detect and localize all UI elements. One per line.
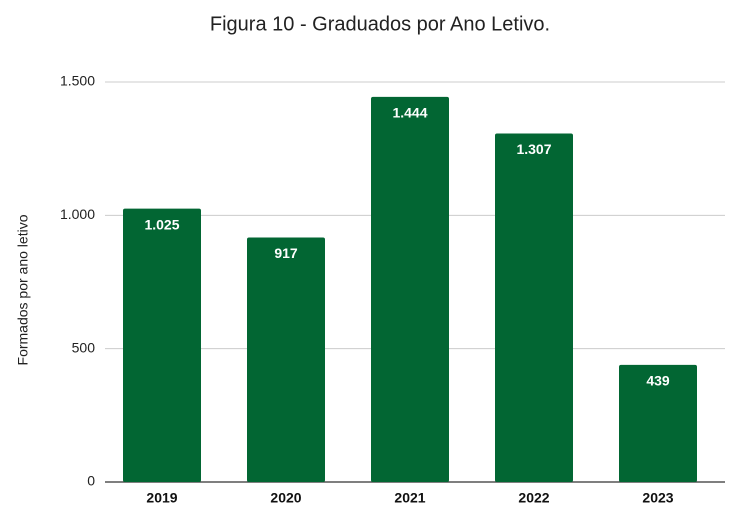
y-tick-label: 1.000 [60,206,95,222]
chart-title: Figura 10 - Graduados por Ano Letivo. [210,13,550,35]
data-label: 917 [274,245,298,261]
y-tick-label: 500 [72,339,96,355]
data-label: 439 [646,373,670,389]
bar [123,208,201,482]
x-tick-label: 2021 [394,490,425,506]
bar [495,133,573,482]
x-tick-label: 2022 [518,490,549,506]
data-label: 1.025 [144,216,179,232]
y-tick-label: 1.500 [60,73,95,89]
data-label: 1.444 [392,105,427,121]
x-tick-label: 2019 [146,490,177,506]
bar [247,237,325,482]
x-tick-label: 2020 [270,490,301,506]
bar [619,364,697,482]
y-tick-label: 0 [87,473,95,489]
bar [371,96,449,482]
x-tick-label: 2023 [642,490,673,506]
y-axis-label: Formados por ano letivo [15,214,31,365]
data-label: 1.307 [516,141,551,157]
